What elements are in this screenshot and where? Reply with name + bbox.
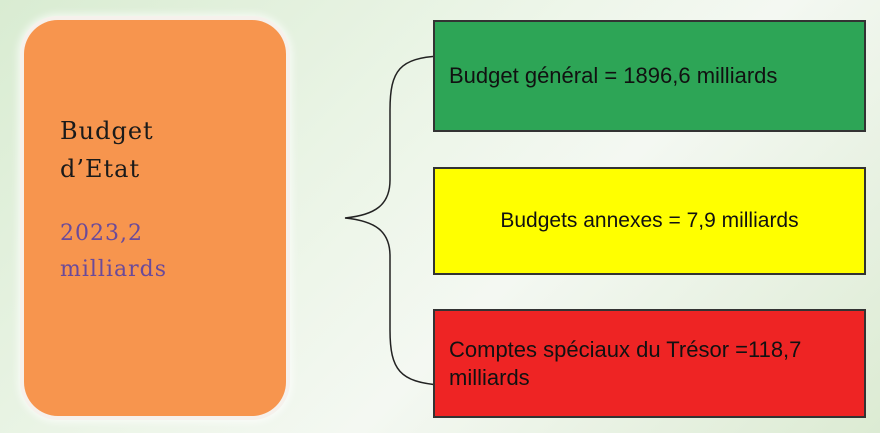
part-box: Budgets annexes = 7,9 milliards: [433, 167, 866, 275]
budget-box: Budget d’Etat 2023,2 milliards: [24, 20, 286, 416]
brace-line: [344, 55, 441, 386]
budget-amount: 2023,2 milliards: [60, 221, 168, 282]
budget-title: Budget d’Etat: [60, 117, 154, 183]
part-label: Comptes spéciaux du Trésor =118,7 millia…: [449, 336, 802, 390]
part-label: Budget général = 1896,6 milliards: [449, 63, 778, 88]
part-box: Budget général = 1896,6 milliards: [433, 20, 866, 132]
part-label: Budgets annexes = 7,9 milliards: [500, 209, 799, 232]
part-box: Comptes spéciaux du Trésor =118,7 millia…: [433, 309, 866, 418]
